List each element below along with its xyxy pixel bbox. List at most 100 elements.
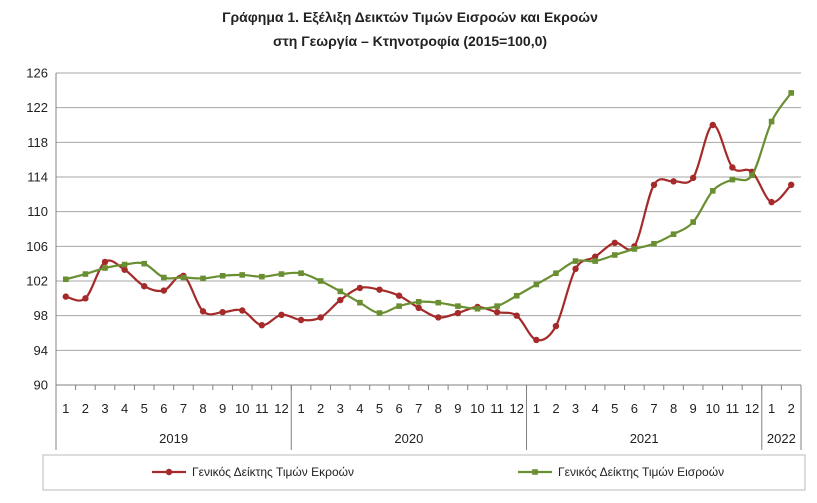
series-2-point xyxy=(455,303,461,309)
series-2-point xyxy=(709,188,716,194)
x-tick-label: 11 xyxy=(255,401,269,416)
x-tick-label: 12 xyxy=(274,401,288,416)
series-2-point xyxy=(337,288,344,295)
series-2-point xyxy=(200,275,206,282)
x-tick-label: 1 xyxy=(62,401,69,416)
y-tick-label: 94 xyxy=(34,343,48,358)
series-2-point xyxy=(82,271,89,277)
x-tick-label: 10 xyxy=(706,401,720,416)
x-tick-label: 2 xyxy=(82,401,89,416)
x-tick-label: 7 xyxy=(180,401,187,416)
y-tick-label: 106 xyxy=(26,239,48,254)
series-1-point xyxy=(219,309,226,316)
legend-marker-2 xyxy=(532,469,538,475)
x-tick-label: 7 xyxy=(650,401,657,416)
x-tick-label: 7 xyxy=(415,401,422,416)
series-2-point xyxy=(729,176,736,183)
series-1-point xyxy=(572,265,579,273)
series-2-point xyxy=(553,270,559,276)
series-1-point xyxy=(689,174,697,182)
series-1-point xyxy=(101,258,109,266)
x-tick-label: 1 xyxy=(297,401,304,416)
legend: Γενικός Δείκτης Τιμών Εκροών Γενικός Δείκ… xyxy=(42,454,806,491)
x-tick-label: 9 xyxy=(219,401,226,416)
x-tick-label: 11 xyxy=(490,401,504,416)
series-2-point xyxy=(435,299,442,306)
series-1-point xyxy=(356,284,364,292)
x-tick-label: 8 xyxy=(670,401,677,416)
series-2-point xyxy=(415,299,422,305)
series-2-point xyxy=(768,118,775,125)
series-2-point xyxy=(788,90,794,96)
year-label: 2019 xyxy=(159,431,188,446)
series-1-point xyxy=(670,178,677,185)
x-tick-label: 10 xyxy=(235,401,249,416)
series-1-point xyxy=(82,295,89,302)
series-1-point xyxy=(787,181,795,188)
x-tick-label: 5 xyxy=(611,401,618,416)
x-tick-label: 8 xyxy=(199,401,206,416)
x-tick-label: 3 xyxy=(101,401,108,416)
series-1-point xyxy=(258,322,266,329)
series-2-point xyxy=(63,276,69,283)
series-2-point xyxy=(513,292,520,299)
x-tick-label: 4 xyxy=(121,401,128,416)
x-tick-label: 2 xyxy=(552,401,559,416)
series-2-point xyxy=(298,270,304,276)
series-1-point xyxy=(199,308,207,315)
series-1-point xyxy=(435,314,442,321)
x-tick-label: 5 xyxy=(141,401,148,416)
y-tick-label: 122 xyxy=(26,100,48,115)
series-2-point xyxy=(396,303,402,309)
x-tick-label: 2 xyxy=(317,401,324,416)
series-2-point xyxy=(474,305,481,312)
series-1-point xyxy=(317,314,324,321)
series-1-point xyxy=(297,316,305,324)
legend-label-1: Γενικός Δείκτης Τιμών Εκροών xyxy=(192,465,354,479)
series-2-point xyxy=(317,278,324,284)
year-label: 2021 xyxy=(630,431,659,446)
series-2-point xyxy=(651,240,657,247)
series-1-point xyxy=(395,292,403,299)
series-2-point xyxy=(592,258,598,264)
series-1-point xyxy=(454,309,462,317)
series-2-point xyxy=(376,310,383,316)
series-2-point xyxy=(102,265,108,271)
series-1-point xyxy=(709,121,716,129)
x-tick-label: 4 xyxy=(356,401,363,416)
legend-label-2: Γενικός Δείκτης Τιμών Εισροών xyxy=(558,465,724,479)
x-tick-label: 4 xyxy=(592,401,599,416)
series-1-point xyxy=(239,307,246,314)
series-1-point xyxy=(729,164,736,171)
series-2-point xyxy=(611,252,618,258)
series-1-point xyxy=(337,296,344,304)
series-1-point xyxy=(611,239,618,247)
x-tick-label: 10 xyxy=(470,401,484,416)
series-1-point xyxy=(533,336,540,344)
series-2-point xyxy=(161,274,167,281)
x-tick-label: 6 xyxy=(631,401,638,416)
series-1-point xyxy=(513,312,520,319)
series-2-point xyxy=(494,303,500,309)
x-axis-year-labels: 2019 2020 2021 2022 xyxy=(159,431,796,446)
x-tick-label: 8 xyxy=(435,401,442,416)
series-1-point xyxy=(650,181,658,188)
series-2-point xyxy=(357,299,363,306)
x-tick-label: 3 xyxy=(572,401,579,416)
series-2-point xyxy=(533,281,540,288)
series-1-point xyxy=(278,311,285,318)
series-line-1 xyxy=(65,123,793,342)
series-2-point xyxy=(749,172,755,179)
series-1-point xyxy=(376,286,383,293)
year-label: 2022 xyxy=(767,431,796,446)
series-1-point xyxy=(415,304,422,312)
series-2-point xyxy=(690,219,696,225)
series-1-point xyxy=(160,287,168,294)
y-tick-label: 114 xyxy=(27,170,48,185)
series-2-point xyxy=(141,260,148,267)
series-2-point xyxy=(180,274,187,281)
y-tick-label: 110 xyxy=(27,204,48,219)
series-2-point xyxy=(121,261,128,268)
series-2-point xyxy=(670,231,677,237)
